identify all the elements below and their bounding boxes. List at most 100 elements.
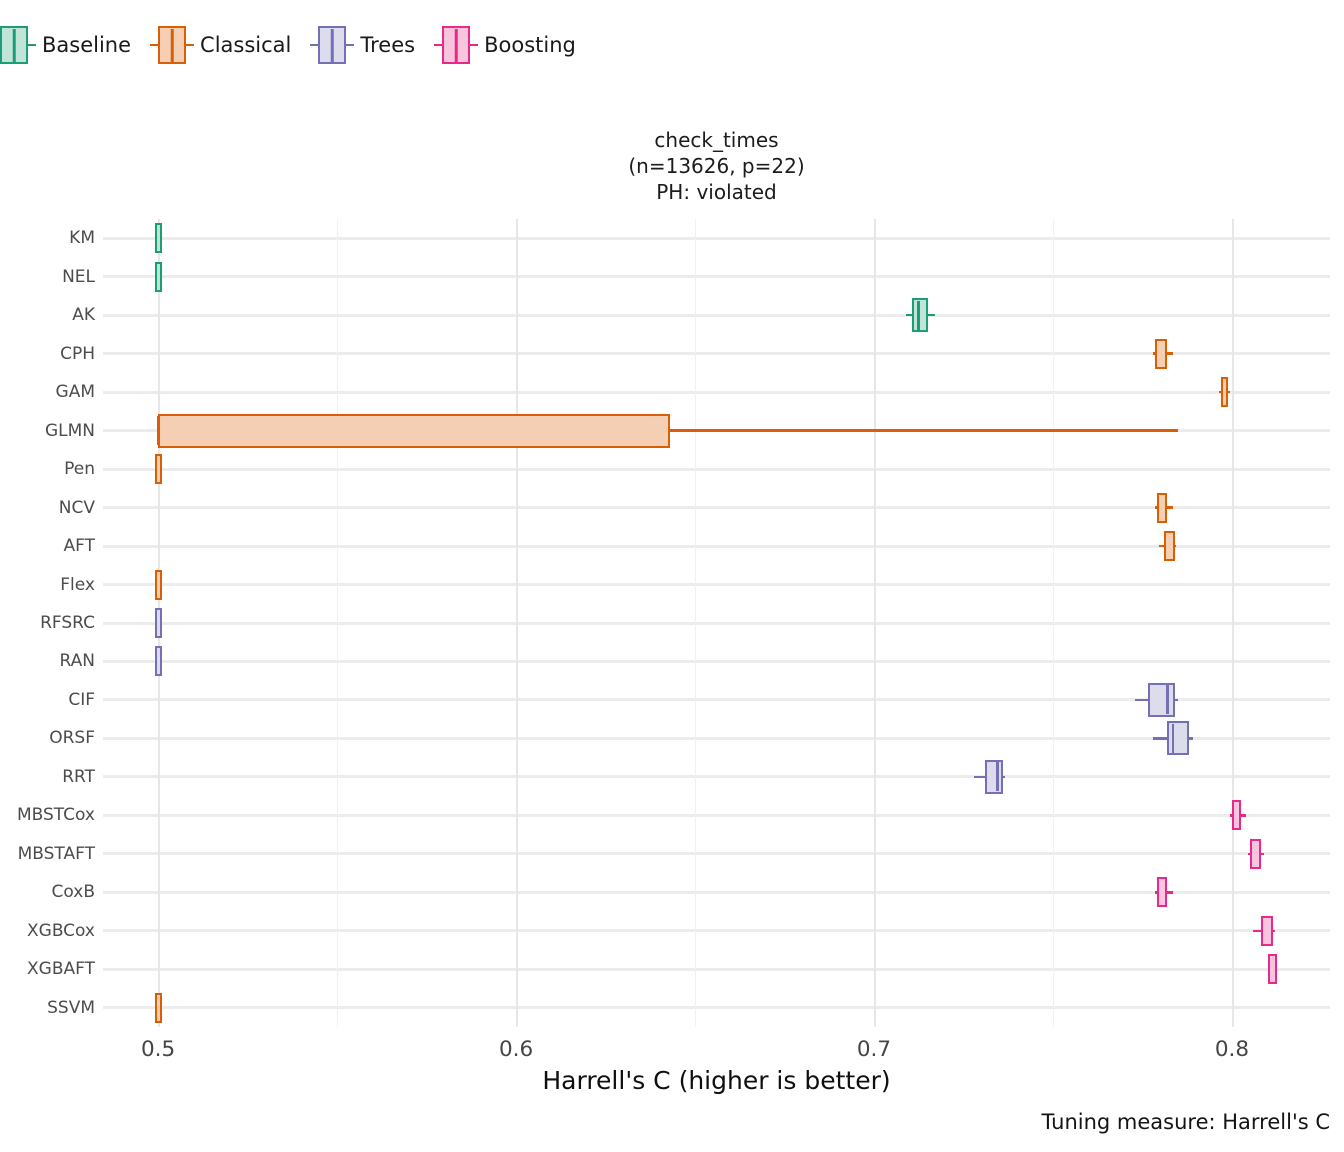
y-axis-label-Pen: Pen (64, 459, 95, 480)
y-axis-label-XGBAFT: XGBAFT (27, 959, 95, 980)
legend-key-whisker-right (346, 43, 355, 47)
legend-item-classical: Classical (150, 26, 292, 64)
grid-row-line (103, 390, 1330, 394)
legend-key-median (454, 28, 458, 62)
boxplot-box-RAN (154, 646, 162, 677)
grid-row-line (103, 852, 1330, 856)
x-axis-tick-0.8: 0.8 (1214, 1037, 1250, 1062)
grid-row-line (103, 352, 1330, 356)
y-axis-label-XGBCox: XGBCox (27, 920, 95, 941)
y-axis-label-CoxB: CoxB (51, 882, 95, 903)
boxplot-box-KM (154, 223, 162, 254)
legend-key-whisker-left (434, 43, 443, 47)
boxplot-median-RRT (996, 762, 999, 792)
boxplot-box-Pen (154, 454, 162, 485)
grid-row-line (103, 698, 1330, 702)
y-axis-label-RFSRC: RFSRC (40, 613, 95, 633)
boxplot-key-icon (310, 26, 355, 64)
y-axis-label-KM: KM (69, 228, 95, 249)
grid-row-line (103, 544, 1330, 548)
boxplot-box-MBSTCox (1231, 800, 1241, 831)
y-axis-label-CPH: CPH (60, 343, 95, 364)
boxplot-box-XGBAFT (1267, 954, 1277, 985)
y-axis-label-ORSF: ORSF (49, 728, 95, 749)
y-axis-label-Flex: Flex (60, 574, 95, 595)
boxplot-box-XGBCox (1260, 915, 1274, 946)
legend-key-whisker-right (28, 43, 36, 47)
grid-minor-line (1052, 219, 1054, 1027)
legend-key-whisker-right (186, 43, 195, 47)
legend-label: Classical (200, 33, 292, 57)
boxplot-box-AFT (1163, 531, 1175, 562)
boxplot-box-Flex (154, 569, 162, 600)
y-axis-label-SSVM: SSVM (47, 997, 95, 1018)
caption-tuning-measure: Tuning measure: Harrell's C (1041, 1110, 1330, 1134)
boxplot-median-CIF (1166, 685, 1169, 715)
grid-row-line (103, 967, 1330, 971)
boxplot-box-CIF (1147, 682, 1175, 717)
y-axis-label-AK: AK (72, 305, 95, 326)
x-axis-tick-0.6: 0.6 (498, 1037, 534, 1062)
grid-row-line (103, 583, 1330, 587)
legend: Baseline Classical Trees Boosting (0, 26, 576, 64)
boxplot-key-icon (150, 26, 195, 64)
boxplot-box-MBSTAFT (1249, 838, 1261, 869)
boxplot-key-icon (434, 26, 479, 64)
boxplot-box-GAM (1221, 377, 1229, 408)
grid-minor-line (337, 219, 339, 1027)
boxplot-box-CoxB (1156, 877, 1168, 908)
y-axis-label-MBSTAFT: MBSTAFT (17, 843, 95, 864)
grid-row-line (103, 929, 1330, 933)
grid-major-line (516, 219, 518, 1027)
boxplot-median-ORSF (1171, 723, 1175, 753)
grid-row-line (103, 506, 1330, 510)
y-axis-label-GAM: GAM (55, 382, 95, 403)
legend-label: Trees (360, 33, 416, 57)
y-axis-label-CIF: CIF (68, 689, 95, 710)
y-axis-label-MBSTCox: MBSTCox (16, 805, 95, 826)
grid-row-line (103, 659, 1330, 663)
grid-row-line (103, 1006, 1330, 1010)
y-axis-label-GLMN: GLMN (44, 420, 95, 441)
grid-row-line (103, 313, 1330, 317)
y-axis-label-NEL: NEL (62, 266, 95, 287)
grid-row-line (103, 467, 1330, 471)
x-axis-tick-0.5: 0.5 (141, 1037, 176, 1062)
legend-label: Baseline (42, 33, 132, 57)
grid-row-line (103, 621, 1330, 625)
grid-row-line (103, 236, 1330, 240)
legend-key-whisker-left (310, 43, 319, 47)
legend-item-boosting: Boosting (434, 26, 576, 64)
boxplot-box-NCV (1156, 492, 1168, 523)
boxplot-box-GLMN (158, 413, 670, 448)
grid-row-line (103, 890, 1330, 894)
grid-row-line (103, 736, 1330, 740)
boxplot-box-SSVM (154, 992, 162, 1023)
grid-row-line (103, 775, 1330, 779)
legend-key-whisker-right (470, 43, 479, 47)
y-axis-label-AFT: AFT (63, 536, 96, 557)
plot-panel (103, 219, 1330, 1027)
grid-major-line (1231, 219, 1234, 1027)
plot-title-line3: PH: violated (656, 180, 777, 204)
plot-title: check_times (n=13626, p=22) PH: violated (103, 127, 1330, 205)
legend-key-whisker-left (150, 43, 159, 47)
boxplot-box-NEL (154, 261, 162, 292)
boxplot-key-icon (0, 26, 36, 64)
boxplot-median-AK (917, 300, 920, 330)
legend-key-median (170, 28, 174, 62)
legend-label: Boosting (484, 33, 576, 57)
legend-item-baseline: Baseline (0, 26, 131, 64)
y-axis-label-RRT: RRT (62, 766, 95, 787)
grid-row-line (103, 275, 1330, 279)
boxplot-box-CPH (1154, 338, 1168, 369)
boxplot-median-GLMN (156, 416, 160, 446)
grid-row-line (103, 813, 1330, 817)
boxplot-box-RRT (984, 759, 1003, 794)
legend-item-trees: Trees (310, 26, 416, 64)
grid-major-line (873, 219, 876, 1027)
legend-key-median (12, 28, 16, 62)
legend-key-median (331, 28, 334, 62)
plot-title-line1: check_times (654, 128, 779, 152)
